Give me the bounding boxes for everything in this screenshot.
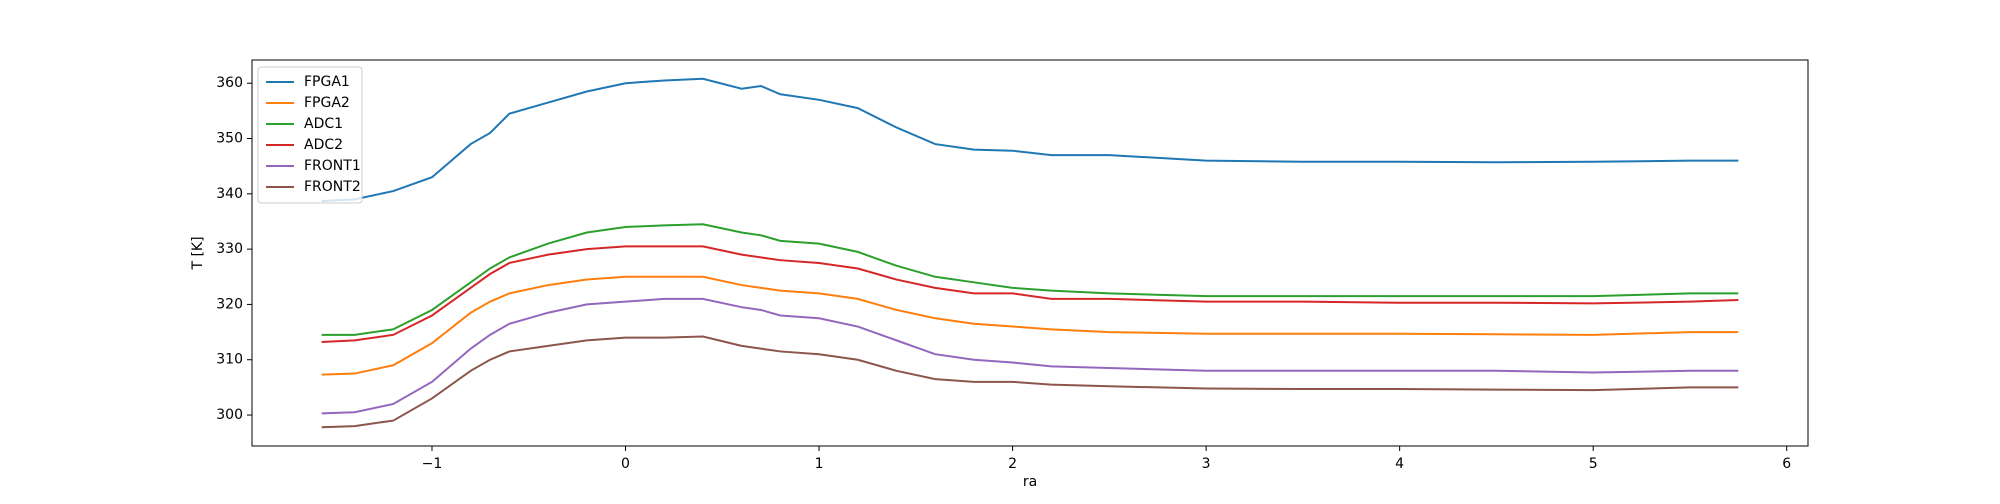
x-tick-label: 5 [1589,456,1598,472]
y-tick-label: 360 [216,75,243,91]
legend-label: FPGA2 [304,95,350,111]
legend-label: ADC2 [304,137,343,153]
legend-label: FRONT2 [304,179,361,195]
series-line [321,335,1739,429]
x-axis-label: ra [1023,474,1037,490]
plot-frame [251,59,1809,447]
x-tick-label: 1 [815,456,824,472]
y-tick-label: 340 [216,186,243,202]
series-line [321,77,1739,203]
series-line [321,223,1739,336]
y-tick-label: 320 [216,296,243,312]
y-tick-label: 350 [216,131,243,147]
x-tick-label: 3 [1202,456,1211,472]
y-tick-label: 300 [216,407,243,423]
series-line [321,245,1739,344]
y-axis-label: T [K] [190,236,206,270]
legend-box [257,66,363,204]
legend-label: ADC1 [304,116,343,132]
series-line [321,297,1739,415]
legend-label: FRONT1 [304,158,361,174]
y-tick-label: 310 [216,352,243,368]
x-tick-label: 6 [1782,456,1791,472]
x-tick-label: 0 [621,456,630,472]
x-tick-label: 2 [1008,456,1017,472]
y-tick-label: 330 [216,241,243,257]
series-line [321,275,1739,376]
x-tick-label: −1 [422,456,443,472]
legend-label: FPGA1 [304,74,350,90]
x-tick-label: 4 [1395,456,1404,472]
